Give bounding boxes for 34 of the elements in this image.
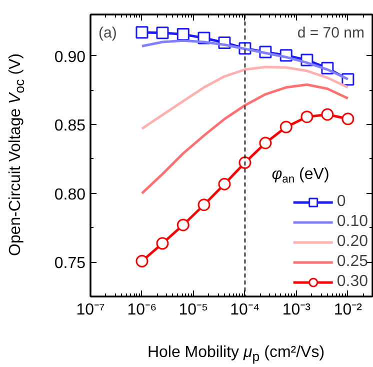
x-tick-label: 10⁻⁷: [76, 302, 106, 318]
point: [300, 110, 314, 124]
point: [136, 26, 148, 39]
x-tick-label: 10⁻⁴: [230, 302, 260, 318]
y-tick-label: 0.80: [54, 186, 86, 204]
x-tick-label: 10⁻⁶: [127, 302, 157, 318]
point: [321, 108, 334, 121]
x-axis-title: Hole Mobility μ$_{p}$ (cm²/Vs): [147, 343, 325, 366]
line-series: [140, 66, 350, 130]
legend-label: 0.10: [336, 213, 368, 231]
point: [218, 178, 231, 190]
line-series: [140, 83, 350, 195]
y-tick-label: 0.75: [54, 255, 86, 272]
legend-label: 0.25: [336, 253, 368, 271]
annotation: d = 70 nm: [297, 24, 365, 42]
point: [342, 112, 354, 126]
point: [238, 156, 252, 169]
legend-label: 0.30: [336, 273, 368, 291]
point: [280, 120, 292, 134]
y-tick-label: 0.85: [54, 118, 86, 135]
point: [176, 28, 190, 41]
point: [176, 218, 190, 232]
point: [136, 254, 148, 268]
x-tick-label: 10⁻³: [282, 302, 312, 318]
y-tick-label: 0.90: [54, 48, 86, 66]
point: [156, 26, 169, 40]
point: [156, 237, 169, 250]
legend-label: 0: [336, 193, 347, 211]
x-tick-label: 10⁻²: [334, 302, 363, 318]
x-tick-label: 10⁻⁵: [178, 302, 208, 318]
legend-label: 0.20: [336, 233, 368, 251]
point: [259, 136, 272, 150]
point: [198, 198, 210, 212]
annotation: (a): [98, 24, 117, 42]
